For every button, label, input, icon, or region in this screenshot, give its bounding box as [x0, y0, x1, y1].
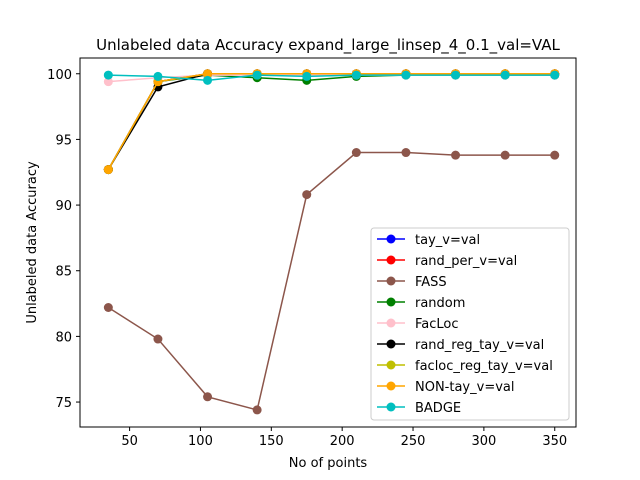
- x-tick-label: 300: [471, 434, 496, 449]
- data-point: [103, 165, 113, 175]
- legend-label: tay_v=val: [415, 233, 480, 248]
- legend-item: rand_per_v=val: [377, 254, 517, 269]
- legend-item: tay_v=val: [377, 233, 480, 248]
- x-axis-label: No of points: [289, 456, 368, 471]
- legend-swatch-marker: [386, 297, 396, 307]
- series-line-fass: [107, 151, 555, 411]
- x-axis: 50 100 150 200 250 300 350: [121, 427, 567, 449]
- x-tick-label: 250: [401, 434, 426, 449]
- legend-swatch-marker: [386, 339, 396, 349]
- data-point: [103, 303, 113, 313]
- legend-swatch-marker: [386, 381, 396, 391]
- plot-area: [103, 69, 560, 415]
- plot-frame: [79, 57, 577, 428]
- data-point: [153, 334, 163, 344]
- legend-swatch-marker: [386, 234, 396, 244]
- legend-item: random: [377, 296, 465, 311]
- series-badge: [103, 70, 560, 85]
- y-tick-label: 80: [55, 330, 72, 345]
- legend-box: [370, 227, 570, 421]
- chart-title: Unlabeled data Accuracy expand_large_lin…: [96, 36, 560, 55]
- y-tick-label: 100: [47, 68, 72, 83]
- legend-label: BADGE: [415, 401, 461, 416]
- data-point: [500, 70, 510, 80]
- legend-item: NON-tay_v=val: [377, 380, 515, 395]
- data-point: [203, 69, 213, 79]
- data-point: [401, 148, 411, 158]
- legend-label: NON-tay_v=val: [415, 380, 515, 395]
- legend-item: rand_reg_tay_v=val: [377, 338, 544, 353]
- data-point: [401, 70, 411, 80]
- legend-label: facloc_reg_tay_v=val: [415, 359, 553, 374]
- data-point: [103, 70, 113, 80]
- data-point: [302, 71, 312, 81]
- y-tick-label: 85: [55, 265, 72, 280]
- data-point: [351, 148, 361, 158]
- legend-swatch-marker: [386, 276, 396, 286]
- x-tick-label: 200: [330, 434, 355, 449]
- data-point: [302, 190, 312, 200]
- x-tick-label: 150: [259, 434, 284, 449]
- legend-swatch-marker: [386, 402, 396, 412]
- data-point: [451, 70, 461, 80]
- data-point: [103, 77, 113, 87]
- legend-item: FacLoc: [377, 317, 459, 332]
- y-axis-label: Unlabeled data Accuracy: [25, 161, 40, 324]
- y-axis: 75 80 85 90 95 100: [47, 68, 80, 411]
- data-point: [252, 70, 262, 80]
- data-point: [550, 150, 560, 160]
- data-point: [252, 405, 262, 415]
- legend-label: FASS: [415, 275, 447, 290]
- data-point: [451, 150, 461, 160]
- data-point: [500, 150, 510, 160]
- legend: tay_v=val rand_per_v=val FASS random FacLoc r…: [370, 227, 570, 421]
- legend-label: FacLoc: [415, 317, 459, 332]
- data-point: [351, 70, 361, 80]
- legend-item: facloc_reg_tay_v=val: [377, 359, 553, 374]
- x-tick-label: 350: [542, 434, 567, 449]
- y-tick-label: 90: [55, 199, 72, 214]
- data-point: [203, 75, 213, 85]
- x-tick-label: 100: [188, 434, 213, 449]
- y-tick-label: 95: [55, 133, 72, 148]
- data-point: [550, 70, 560, 80]
- series-line-badge: [108, 74, 555, 82]
- legend-swatch-marker: [386, 360, 396, 370]
- legend-label: rand_per_v=val: [415, 254, 517, 269]
- legend-item: BADGE: [377, 401, 461, 416]
- x-tick-label: 50: [121, 434, 138, 449]
- data-point: [153, 71, 163, 81]
- legend-swatch-marker: [386, 318, 396, 328]
- legend-swatch-marker: [386, 255, 396, 265]
- legend-label: rand_reg_tay_v=val: [415, 338, 544, 353]
- legend-item: FASS: [377, 275, 447, 290]
- series-fass: [103, 148, 560, 415]
- data-point: [203, 392, 213, 402]
- legend-label: random: [415, 296, 465, 311]
- y-tick-label: 75: [55, 396, 72, 411]
